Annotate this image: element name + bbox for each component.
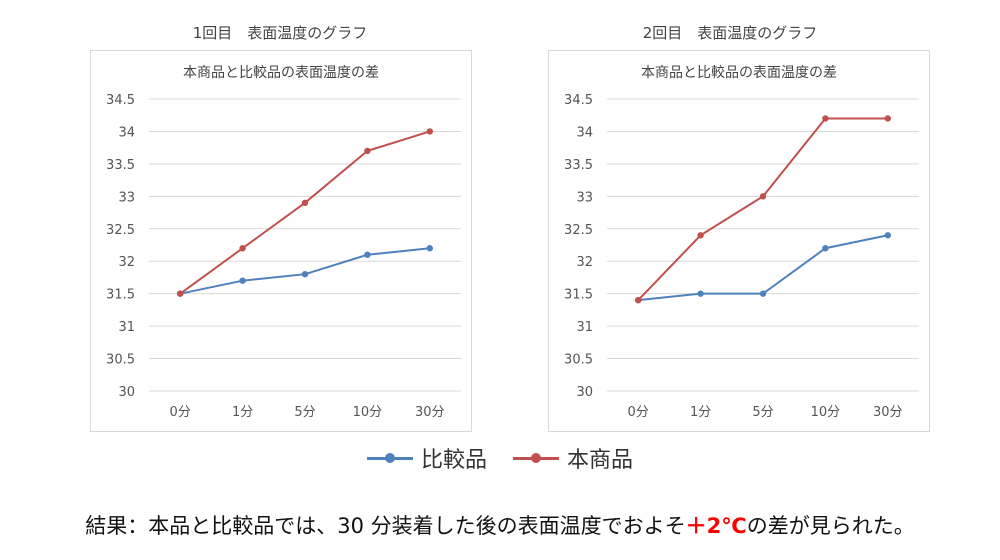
panel-title-1: 1回目 表面温度のグラフ [192,24,368,42]
y-tick-label: 34 [118,125,135,140]
data-point-comparison [884,232,891,239]
series-line-comparison [638,234,889,302]
data-point-product [239,245,246,252]
data-point-product [177,290,184,297]
y-tick-label: 34.5 [106,93,135,108]
data-point-comparison [697,290,704,297]
chart-1-svg: 本商品と比較品の表面温度の差 30 30.5 31 31.5 32 32.5 33 33.5 34… [106,65,461,420]
legend-line-product [513,453,559,463]
x-tick-label: 1分 [690,405,711,420]
y-tick-label: 31.5 [106,288,135,303]
result-text: 結果：本品と比較品では、30 分装着した後の表面温度でおよそ＋2℃の差が見られた… [0,510,1000,540]
y-tick-label: 32.5 [564,223,593,238]
result-highlight: ＋2℃ [685,514,747,538]
y-tick-label: 32.5 [106,223,135,238]
y-tick-label: 34 [576,125,593,140]
panel-title-2: 2回目 表面温度のグラフ [642,24,818,42]
y-tick-label: 34.5 [564,93,593,108]
y-tick-label: 33.5 [106,158,135,173]
data-point-comparison [822,245,829,252]
data-point-comparison [759,290,767,297]
x-tick-label: 5分 [294,405,315,420]
series-line-product [179,130,431,295]
y-tick-label: 31.5 [564,288,593,303]
legend-item-product: 本商品 [513,442,633,474]
x-tick-label: 5分 [752,405,773,420]
y-tick-label: 32 [576,255,593,270]
result-suffix: の差が見られた。 [746,514,915,538]
legend-marker-comparison [384,453,395,463]
series-line-product [637,117,888,301]
data-point-product [635,296,642,304]
legend-line-comparison [366,453,413,463]
legend-marker-product [531,453,541,463]
chart-2: 本商品と比較品の表面温度の差 30 30.5 31 31.5 32 32.5 33 33.5 34… [548,50,930,432]
legend-label-product: 本商品 [567,448,634,473]
data-point-product [884,115,891,122]
data-point-product [822,115,829,122]
x-tick-label: 0分 [170,405,191,420]
data-point-comparison [301,271,309,278]
chart-2-svg: 本商品と比較品の表面温度の差 30 30.5 31 31.5 32 32.5 33 33.5 34… [564,65,919,420]
y-tick-label: 30 [118,385,135,400]
x-tick-label: 0分 [628,405,649,420]
legend-item-comparison: 比較品 [366,442,487,474]
y-tick-label: 31 [576,320,593,335]
data-point-comparison [239,277,246,284]
data-point-product [759,193,767,200]
data-point-comparison [426,245,433,252]
chart-title: 本商品と比較品の表面温度の差 [183,65,379,81]
x-tick-label: 30分 [873,405,903,420]
legend: 比較品 本商品 [0,443,1000,473]
y-tick-label: 33.5 [564,158,593,173]
data-point-product [301,199,309,207]
series-line-comparison [179,247,430,295]
data-point-comparison [364,251,371,258]
legend-label-comparison: 比較品 [420,448,487,473]
x-tick-label: 10分 [353,405,383,420]
y-tick-label: 31 [118,320,135,335]
y-tick-label: 30 [576,385,593,400]
y-tick-label: 30.5 [106,353,135,368]
data-point-product [426,128,433,135]
x-tick-label: 10分 [811,405,841,420]
y-tick-label: 33 [576,190,593,205]
y-tick-label: 30.5 [564,353,593,368]
x-tick-label: 1分 [232,405,253,420]
result-prefix: 結果：本品と比較品では、30 分装着した後の表面温度でおよそ [85,514,686,538]
chart-title: 本商品と比較品の表面温度の差 [641,65,837,81]
chart-1: 本商品と比較品の表面温度の差 30 30.5 31 31.5 32 32.5 33 33.5 34… [90,50,472,432]
data-point-product [697,232,704,239]
y-tick-label: 32 [118,255,135,270]
y-tick-label: 33 [118,190,135,205]
data-point-product [364,147,371,155]
x-tick-label: 30分 [415,405,445,420]
